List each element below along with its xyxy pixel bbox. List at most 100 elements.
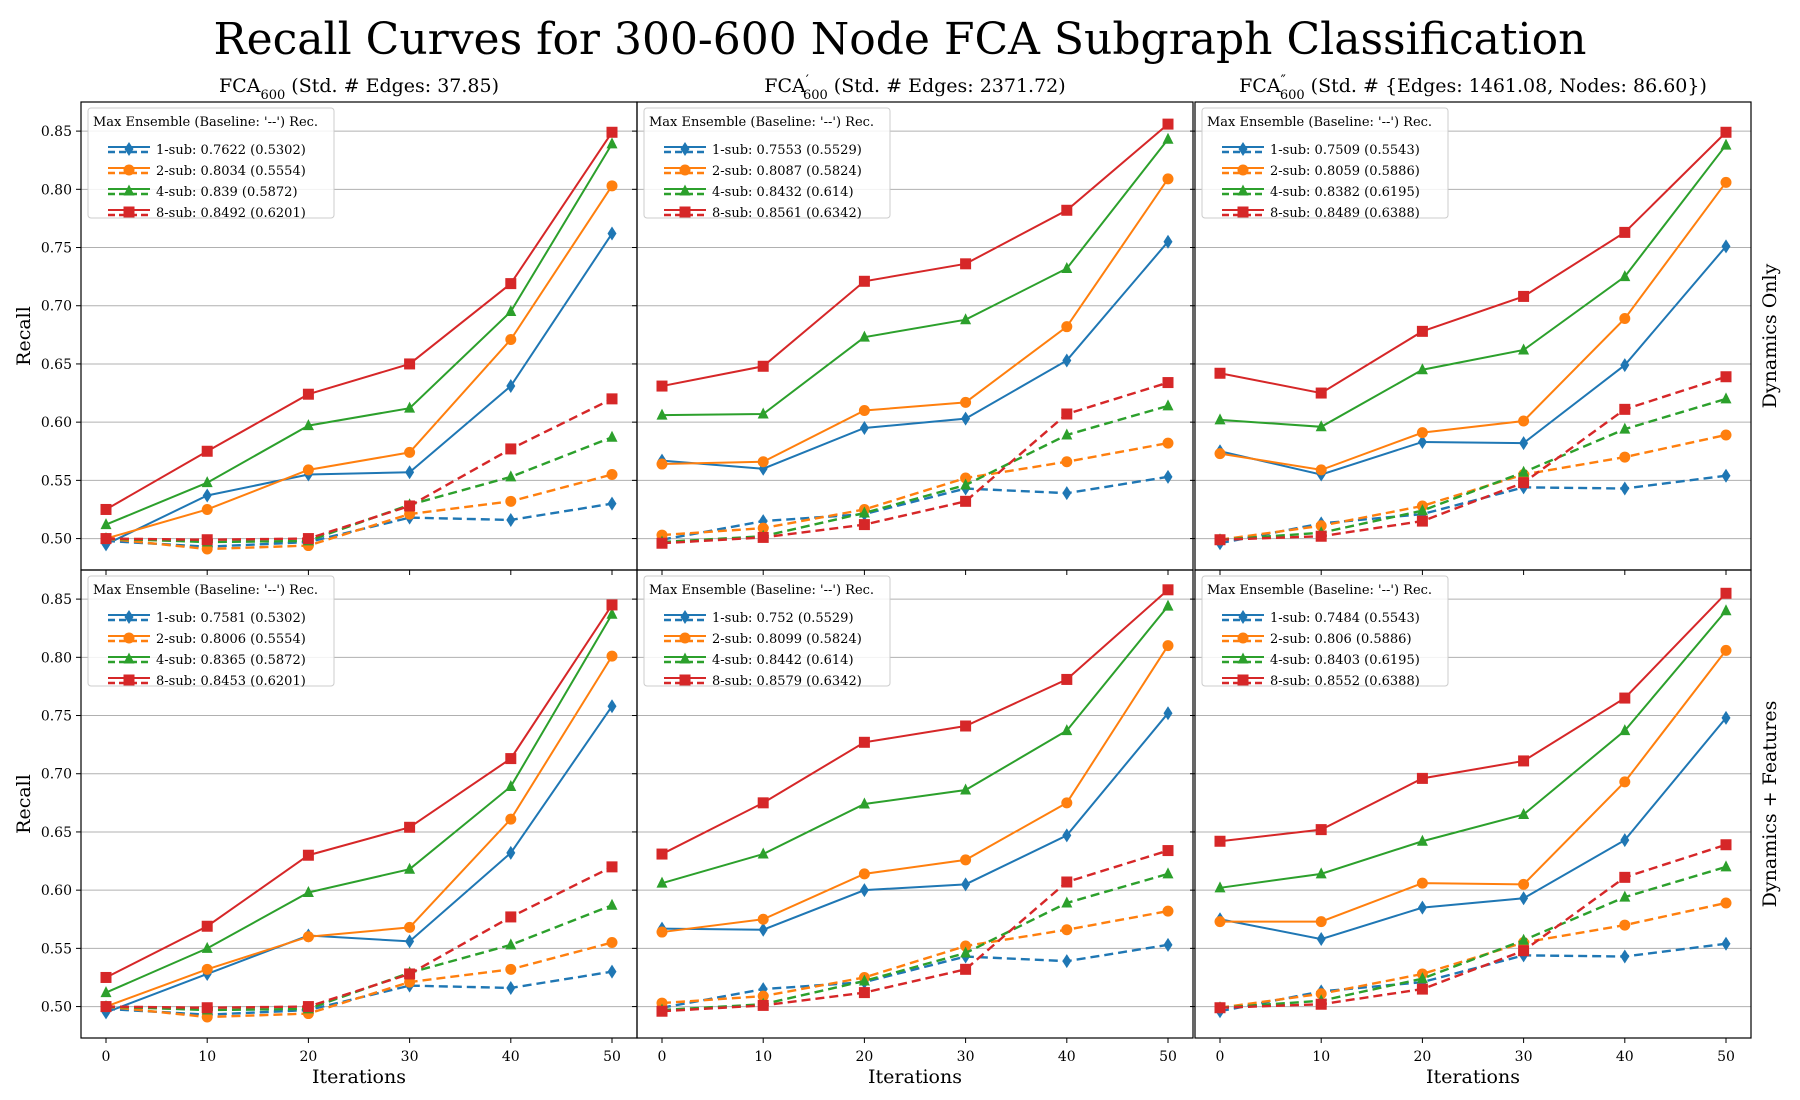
8-sub-ensemble-point bbox=[100, 503, 112, 515]
legend-entry-8-sub: 8-sub: 0.8489 (0.6388) bbox=[1270, 206, 1420, 221]
1-sub-ensemble-line bbox=[1219, 717, 1727, 941]
legend-4-sub-marker bbox=[679, 652, 691, 664]
2-sub-baseline-point bbox=[505, 963, 517, 975]
8-sub-ensemble-point bbox=[1162, 584, 1174, 596]
4-sub-baseline-point bbox=[606, 898, 618, 910]
subplot-grid: 0.50 0.55 0.60 0.65 0.70 0.75 0.80 0.85 Max Ense… bbox=[13, 73, 1781, 1088]
legend-entry-4-sub: 4-sub: 0.839 (0.5872) bbox=[156, 185, 298, 200]
8-sub-ensemble-point bbox=[606, 599, 618, 611]
8-sub-baseline-point bbox=[1214, 534, 1226, 546]
4-sub-baseline-point bbox=[1061, 896, 1073, 908]
8-sub-baseline-point bbox=[1619, 403, 1631, 415]
1-sub-ensemble-point bbox=[1417, 434, 1427, 449]
2-sub-ensemble-point bbox=[606, 650, 618, 662]
legend-4-sub-marker bbox=[1237, 652, 1249, 664]
legend-title: Max Ensemble (Baseline: '--') Rec. bbox=[1207, 583, 1432, 598]
subplot-r1-c3: Max Ensemble (Baseline: '--') Rec. 1-sub:… bbox=[1190, 101, 1752, 575]
4-sub-baseline-point bbox=[1720, 860, 1732, 872]
legend-8-sub-marker bbox=[679, 674, 691, 686]
8-sub-ensemble-point bbox=[1720, 587, 1732, 599]
8-sub-baseline-point bbox=[201, 534, 213, 546]
8-sub-baseline-point bbox=[858, 987, 870, 999]
legend-entry-2-sub: 2-sub: 0.8099 (0.5824) bbox=[712, 632, 862, 647]
2-sub-ensemble-line bbox=[1220, 649, 1727, 923]
4-sub-ensemble-point bbox=[757, 407, 769, 419]
1-sub-ensemble-point bbox=[1519, 436, 1529, 451]
4-sub-baseline-line bbox=[105, 436, 613, 544]
8-sub-baseline-point bbox=[1720, 371, 1732, 383]
1-sub-baseline-point bbox=[1163, 469, 1173, 484]
x-tick-label: 30 bbox=[1515, 1049, 1533, 1065]
4-sub-ensemble-point bbox=[100, 518, 112, 530]
x-tick-label: 10 bbox=[1312, 1049, 1330, 1065]
2-sub-ensemble-point bbox=[757, 913, 769, 925]
4-sub-ensemble-point bbox=[201, 941, 213, 953]
8-sub-ensemble-point bbox=[1518, 290, 1530, 302]
1-sub-ensemble-line bbox=[105, 232, 613, 546]
legend-4-sub-marker bbox=[123, 652, 135, 664]
8-sub-ensemble-point bbox=[404, 358, 416, 370]
4-sub-ensemble-point bbox=[757, 847, 769, 859]
4-sub-ensemble-point bbox=[858, 797, 870, 809]
1-sub-baseline-line bbox=[1219, 474, 1727, 545]
1-sub-baseline-point bbox=[506, 512, 516, 527]
legend-1-sub-marker bbox=[680, 610, 690, 624]
legend-title: Max Ensemble (Baseline: '--') Rec. bbox=[649, 583, 874, 598]
legend-8-sub-marker bbox=[123, 206, 135, 218]
4-sub-ensemble-point bbox=[1214, 413, 1226, 425]
column-title-1: FCA600 (Std. # Edges: 37.85) bbox=[219, 75, 499, 103]
4-sub-ensemble-point bbox=[201, 476, 213, 488]
y-tick-label: 0.65 bbox=[41, 825, 72, 841]
1-sub-baseline-point bbox=[607, 496, 617, 511]
8-sub-baseline-point bbox=[1162, 377, 1174, 389]
y-tick-label: 0.70 bbox=[41, 299, 72, 315]
legend-entry-8-sub: 8-sub: 0.8552 (0.6388) bbox=[1270, 674, 1420, 689]
2-sub-ensemble-point bbox=[201, 963, 213, 975]
x-tick-label: 20 bbox=[299, 1049, 317, 1065]
legend-entry-1-sub: 1-sub: 0.7622 (0.5302) bbox=[156, 143, 306, 158]
legend-8-sub-marker bbox=[679, 206, 691, 218]
1-sub-baseline-line bbox=[661, 475, 1169, 541]
2-sub-baseline-line bbox=[105, 473, 613, 551]
4-sub-ensemble-point bbox=[960, 313, 972, 325]
4-sub-baseline-point bbox=[1416, 972, 1428, 984]
8-sub-ensemble-point bbox=[656, 380, 668, 392]
x-tick-label: 50 bbox=[603, 1049, 621, 1065]
legend-title: Max Ensemble (Baseline: '--') Rec. bbox=[1207, 115, 1432, 130]
legend-box bbox=[643, 107, 891, 219]
legend-entry-2-sub: 2-sub: 0.8034 (0.5554) bbox=[156, 164, 306, 179]
8-sub-ensemble-point bbox=[1518, 755, 1530, 767]
4-sub-baseline-line bbox=[1219, 865, 1727, 1009]
8-sub-baseline-point bbox=[1416, 515, 1428, 527]
column-title-3: FCA″ 600 (Std. # {Edges: 1461.08, Nodes: … bbox=[1239, 73, 1707, 103]
1-sub-baseline-line bbox=[1219, 942, 1727, 1013]
x-tick-label: 40 bbox=[1058, 1049, 1076, 1065]
legend-1-sub-marker bbox=[1238, 610, 1248, 624]
legend-entry-2-sub: 2-sub: 0.8059 (0.5886) bbox=[1270, 164, 1420, 179]
2-sub-ensemble-point bbox=[1315, 464, 1327, 476]
2-sub-baseline-point bbox=[1619, 919, 1631, 931]
4-sub-ensemble-line bbox=[105, 143, 613, 526]
4-sub-baseline-point bbox=[1162, 399, 1174, 411]
1-sub-ensemble-point bbox=[607, 226, 617, 241]
4-sub-ensemble-point bbox=[1061, 724, 1073, 736]
legend-4-sub-marker bbox=[1237, 184, 1249, 196]
2-sub-ensemble-point bbox=[302, 931, 314, 943]
legend-1-sub-marker bbox=[124, 142, 134, 156]
2-sub-baseline-point bbox=[1619, 451, 1631, 463]
y-tick-label: 0.60 bbox=[41, 883, 72, 899]
2-sub-baseline-point bbox=[1315, 520, 1327, 532]
1-sub-baseline-point bbox=[1620, 949, 1630, 964]
1-sub-ensemble-line bbox=[661, 241, 1169, 470]
2-sub-baseline-line bbox=[661, 909, 1169, 1005]
legend-title: Max Ensemble (Baseline: '--') Rec. bbox=[649, 115, 874, 130]
y-tick-label: 0.75 bbox=[41, 241, 72, 257]
1-sub-ensemble-point bbox=[1316, 932, 1326, 947]
4-sub-baseline-point bbox=[1162, 867, 1174, 879]
4-sub-ensemble-line bbox=[661, 605, 1169, 885]
2-sub-baseline-point bbox=[1720, 429, 1732, 441]
legend-entry-4-sub: 4-sub: 0.8432 (0.614) bbox=[712, 185, 854, 200]
4-sub-ensemble-point bbox=[606, 607, 618, 619]
8-sub-baseline-line bbox=[1219, 375, 1727, 541]
